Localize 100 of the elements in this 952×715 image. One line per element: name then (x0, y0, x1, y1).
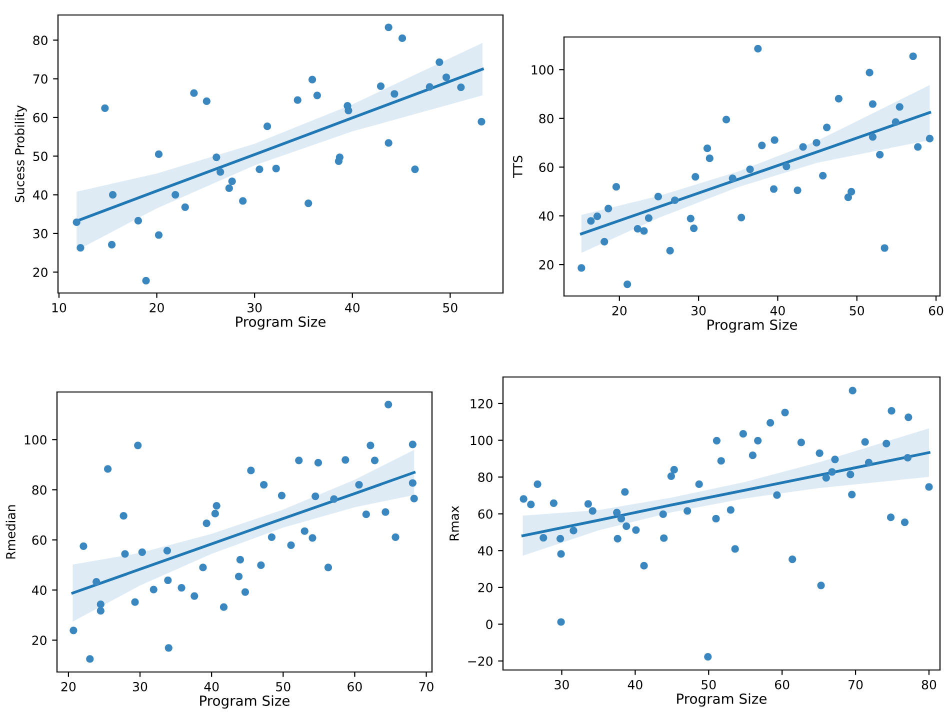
y-tick-label: 80 (539, 114, 554, 124)
point (287, 541, 295, 549)
point (212, 153, 220, 162)
point (202, 97, 210, 106)
point (234, 572, 243, 580)
point (324, 564, 332, 572)
point (712, 436, 721, 444)
point (868, 133, 877, 141)
point (726, 506, 734, 514)
point (76, 244, 84, 252)
point (268, 533, 276, 541)
point (704, 652, 712, 661)
point (239, 197, 247, 205)
x-tick-label: 70 (419, 682, 434, 692)
point (816, 449, 824, 457)
point (120, 512, 128, 520)
point (190, 592, 198, 600)
point (342, 456, 350, 464)
x-axis-title: Program Size (200, 695, 290, 709)
point (770, 185, 778, 193)
point (104, 465, 112, 473)
point (892, 118, 900, 126)
point (72, 218, 80, 226)
y-tick-label: 80 (32, 485, 46, 495)
x-tick-label: 20 (150, 302, 164, 312)
point (225, 184, 233, 192)
x-tick-label: 30 (692, 306, 706, 316)
point (706, 154, 714, 162)
y-tick-label: 50 (33, 152, 48, 162)
point (670, 466, 678, 474)
y-tick-label: 40 (32, 586, 46, 595)
x-tick-label: 50 (850, 306, 864, 316)
point (739, 430, 747, 438)
point (758, 142, 766, 150)
point (788, 555, 796, 564)
point (534, 480, 542, 488)
point (831, 456, 839, 464)
y-tick-label: 80 (33, 36, 48, 46)
point (754, 436, 762, 444)
point (384, 24, 392, 32)
point (712, 514, 720, 522)
point (882, 440, 890, 448)
y-tick-label: 40 (538, 211, 554, 221)
point (621, 488, 629, 496)
point (314, 458, 322, 466)
point (613, 508, 621, 516)
x-tick-label: 30 (554, 680, 569, 690)
point (632, 526, 640, 534)
point (236, 556, 244, 564)
point (588, 507, 596, 515)
y-tick-label: 40 (32, 190, 48, 200)
point (344, 106, 352, 114)
point (684, 507, 692, 515)
point (312, 492, 320, 500)
point (557, 618, 565, 626)
point (70, 626, 78, 634)
point (313, 92, 321, 100)
point (686, 214, 694, 222)
point (817, 582, 825, 590)
point (164, 576, 172, 584)
point (868, 100, 877, 108)
point (880, 244, 888, 252)
point (556, 534, 564, 542)
y-tick-label: 0 (486, 620, 492, 630)
point (828, 468, 836, 476)
point (457, 84, 465, 92)
x-tick-label: 70 (848, 680, 863, 690)
point (178, 584, 186, 592)
point (181, 203, 189, 211)
point (304, 199, 312, 208)
point (695, 480, 703, 488)
y-tick-label: −20 (468, 656, 492, 666)
point (300, 527, 308, 535)
point (904, 454, 912, 462)
point (754, 44, 762, 52)
point (336, 153, 344, 162)
x-axis-title: Program Size (677, 693, 767, 707)
point (876, 150, 884, 158)
point (228, 177, 236, 186)
point (794, 186, 802, 194)
point (822, 474, 830, 482)
point (584, 500, 592, 508)
point (888, 407, 896, 415)
point (172, 190, 180, 199)
point (748, 452, 757, 460)
y-tick-label: 60 (478, 509, 492, 519)
point (370, 456, 379, 464)
point (384, 400, 392, 408)
point (799, 143, 807, 151)
point (782, 162, 790, 170)
point (692, 173, 700, 181)
y-axis-title: Rmax (450, 506, 459, 540)
point (587, 217, 595, 225)
point (376, 82, 385, 90)
point (622, 522, 630, 530)
y-axis-title: Sucess Probility (14, 105, 27, 202)
x-tick-label: 60 (348, 682, 362, 692)
point (278, 492, 286, 500)
point (330, 495, 338, 503)
y-tick-label: 20 (478, 582, 492, 592)
